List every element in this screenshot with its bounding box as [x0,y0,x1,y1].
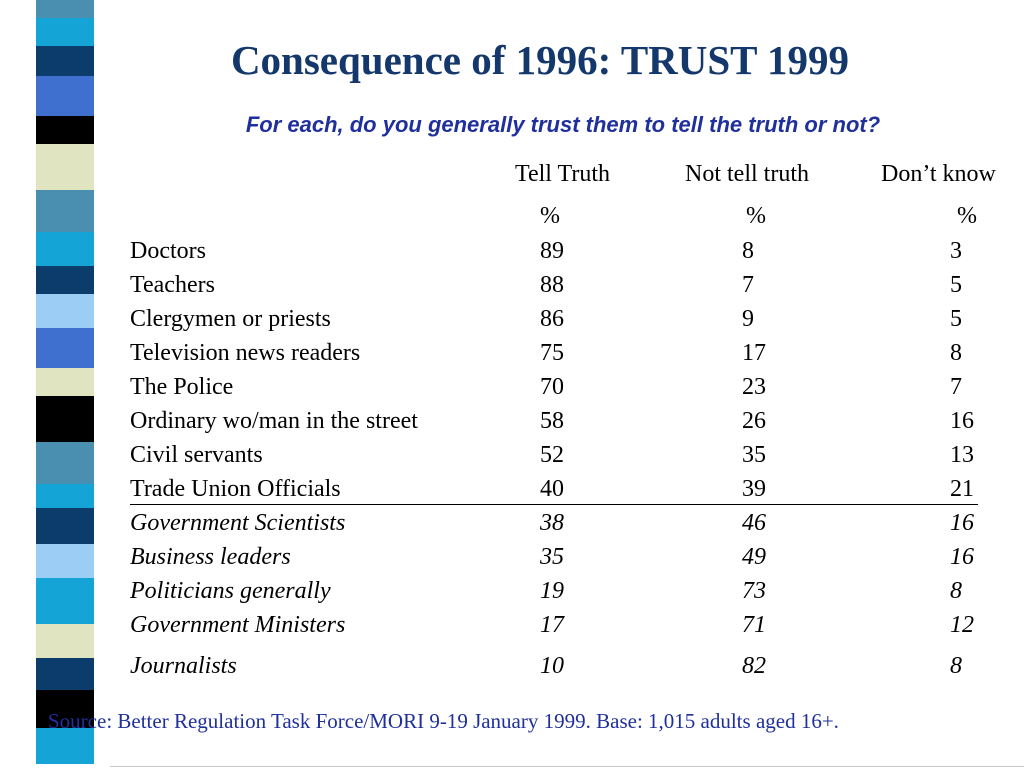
column-header-tell-truth: Tell Truth [515,161,611,187]
stripe-segment [36,544,94,578]
row-value: 35 [742,442,766,468]
column-unit: % [957,203,977,229]
row-value: 89 [540,238,564,264]
row-label: The Police [130,374,234,400]
source-note: Source: Better Regulation Task Force/MOR… [48,709,839,733]
bottom-border [110,766,1024,767]
stripe-segment [36,18,94,46]
row-value: 17 [540,612,564,638]
column-header-not-tell-truth: Not tell truth [685,161,809,187]
row-value: 86 [540,306,564,332]
row-value: 71 [742,612,766,638]
row-value: 40 [540,476,564,502]
stripe-segment [36,232,94,266]
stripe-segment [36,116,94,144]
stripe-segment [36,190,94,232]
stripe-segment [36,508,94,544]
row-value: 52 [540,442,564,468]
table-divider [130,504,978,505]
row-value: 8 [950,578,962,604]
column-unit: % [746,203,766,229]
row-value: 82 [742,653,766,679]
stripe-segment [36,396,94,442]
row-label: Television news readers [130,340,361,366]
stripe-segment [36,728,94,764]
column-header-dont-know: Don’t know [881,161,996,187]
row-label: Doctors [130,238,206,264]
stripe-segment [36,144,94,190]
row-value: 16 [950,510,974,536]
row-value: 88 [540,272,564,298]
row-value: 49 [742,544,766,570]
row-label: Clergymen or priests [130,306,331,332]
stripe-segment [36,624,94,658]
stripe-segment [36,294,94,328]
row-value: 3 [950,238,962,264]
row-label: Journalists [130,653,237,679]
row-value: 16 [950,408,974,434]
stripe-segment [36,0,94,18]
row-value: 73 [742,578,766,604]
stripe-segment [36,368,94,396]
row-value: 8 [742,238,754,264]
stripe-segment [36,442,94,484]
row-value: 38 [540,510,564,536]
row-value: 7 [950,374,962,400]
row-value: 5 [950,306,962,332]
row-label: Government Scientists [130,510,346,536]
stripe-segment [36,578,94,624]
row-value: 7 [742,272,754,298]
row-value: 39 [742,476,766,502]
row-label: Government Ministers [130,612,346,638]
row-value: 35 [540,544,564,570]
stripe-segment [36,690,94,728]
row-value: 46 [742,510,766,536]
row-value: 58 [540,408,564,434]
row-value: 9 [742,306,754,332]
stripe-segment [36,266,94,294]
decorative-stripe [36,0,94,768]
row-label: Ordinary wo/man in the street [130,408,418,434]
stripe-segment [36,658,94,690]
row-value: 5 [950,272,962,298]
row-value: 8 [950,653,962,679]
stripe-segment [36,46,94,76]
stripe-segment [36,484,94,508]
row-label: Trade Union Officials [130,476,341,502]
row-value: 21 [950,476,974,502]
slide-title: Consequence of 1996: TRUST 1999 [230,37,850,83]
row-value: 26 [742,408,766,434]
row-value: 12 [950,612,974,638]
row-value: 17 [742,340,766,366]
row-value: 23 [742,374,766,400]
row-value: 75 [540,340,564,366]
row-label: Teachers [130,272,215,298]
stripe-segment [36,76,94,116]
column-unit: % [540,203,560,229]
row-value: 8 [950,340,962,366]
row-value: 10 [540,653,564,679]
row-label: Business leaders [130,544,291,570]
stripe-segment [36,328,94,368]
row-label: Civil servants [130,442,263,468]
row-value: 19 [540,578,564,604]
row-value: 70 [540,374,564,400]
row-value: 16 [950,544,974,570]
row-label: Politicians generally [130,578,331,604]
slide-subtitle: For each, do you generally trust them to… [245,112,881,137]
row-value: 13 [950,442,974,468]
